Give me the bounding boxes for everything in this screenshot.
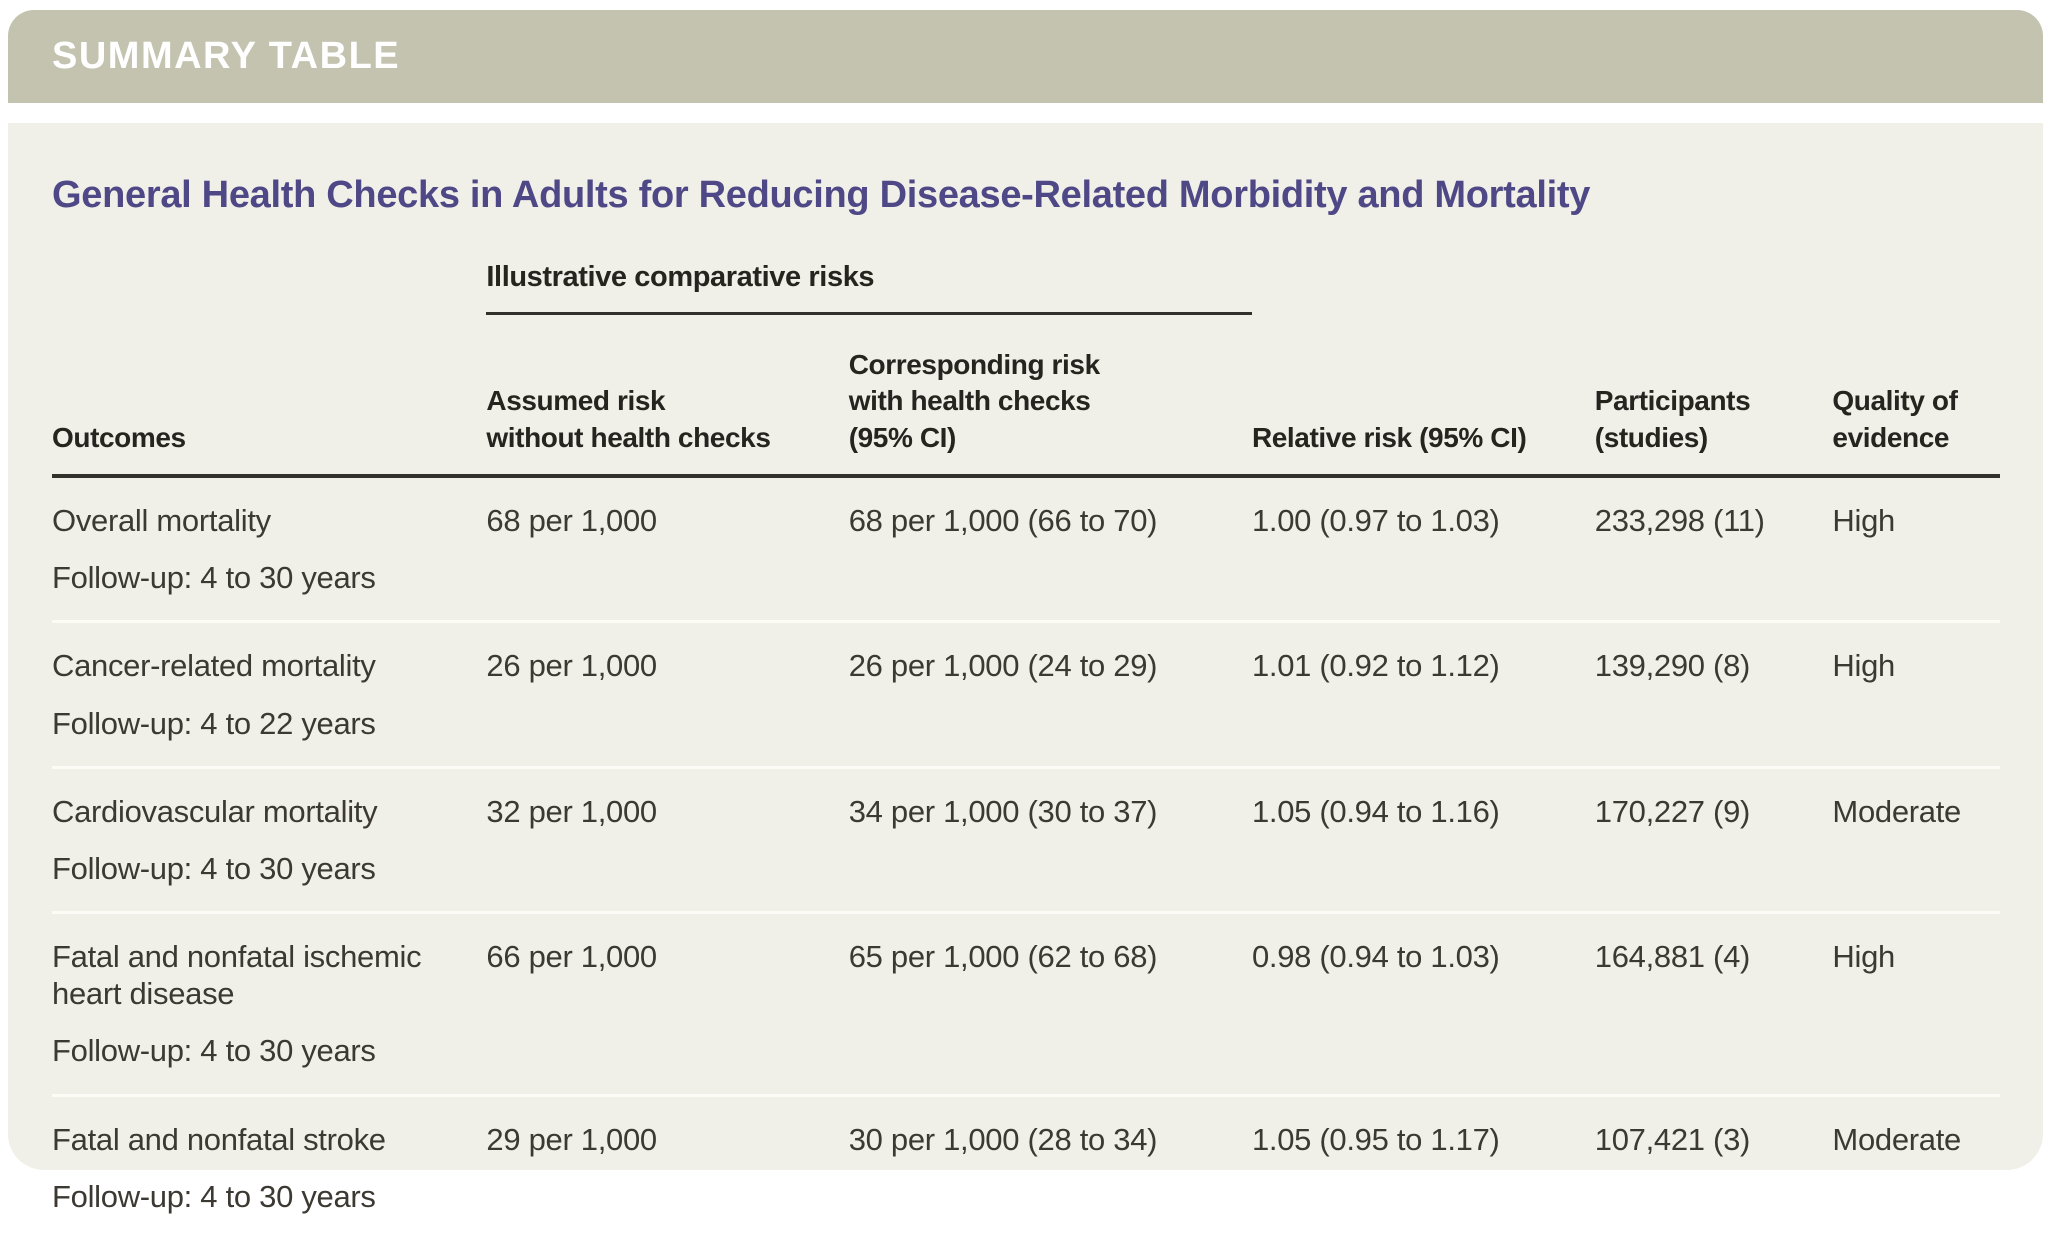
cell-participants: 107,421 (3) <box>1594 1121 1751 1157</box>
group-header-spacer <box>1595 261 1833 314</box>
summary-table: Illustrative comparative risks Outcomes … <box>52 260 2000 1239</box>
cell-outcome: Cancer-related mortality Follow-up: 4 to… <box>52 621 487 769</box>
cell-quality: High <box>1832 475 2000 624</box>
cell-assumed-risk: 26 per 1,000 <box>486 621 849 769</box>
cell-relative-risk: 0.98 (0.94 to 1.03) <box>1251 912 1595 1097</box>
cell-participants: 164,881 (4) <box>1594 912 1833 1097</box>
cell-relative-risk: 1.05 (0.95 to 1.17) <box>1251 1121 1500 1157</box>
outcome-label: Overall mortality <box>52 502 271 538</box>
content-panel: General Health Checks in Adults for Redu… <box>8 123 2043 1214</box>
banner-label: SUMMARY TABLE <box>52 35 401 77</box>
cell-quality: High <box>1832 912 2000 1097</box>
group-header-spacer <box>52 261 486 314</box>
table-row: Cancer-related mortality Follow-up: 4 to… <box>52 621 2000 769</box>
cell-assumed-risk: 29 per 1,000 <box>486 1121 657 1157</box>
cell-corresponding-risk: 30 per 1,000 (28 to 34) <box>848 1121 1158 1157</box>
outcome-label: Cardiovascular mortality <box>52 793 378 829</box>
cell-corresponding-risk: 68 per 1,000 (66 to 70) <box>848 475 1252 624</box>
page-title: General Health Checks in Adults for Redu… <box>52 174 1591 216</box>
cell-participants: 170,227 (9) <box>1594 767 1833 915</box>
cell-quality: Moderate <box>1832 767 2000 915</box>
table-row: Fatal and nonfatal ischemic heart diseas… <box>52 912 2000 1097</box>
col-header-participants: Participants (studies) <box>1594 313 1833 478</box>
group-header-row: Illustrative comparative risks <box>52 260 2000 315</box>
col-header-assumed-risk: Assumed risk without health checks <box>486 313 849 478</box>
table-row: Cardiovascular mortality Follow-up: 4 to… <box>52 767 2000 915</box>
column-header-row: Outcomes Assumed risk without health che… <box>52 313 2000 478</box>
cell-quality: Moderate <box>1832 1121 1961 1157</box>
cell-assumed-risk: 68 per 1,000 <box>486 475 849 624</box>
cell-relative-risk: 1.01 (0.92 to 1.12) <box>1251 621 1595 769</box>
table-row: Fatal and nonfatal stroke Follow-up: 4 t… <box>52 1095 2000 1239</box>
cell-assumed-risk: 32 per 1,000 <box>486 767 849 915</box>
cell-participants: 139,290 (8) <box>1594 621 1833 769</box>
group-header-illustrative-risks: Illustrative comparative risks <box>486 260 1252 315</box>
outcome-label: Fatal and nonfatal stroke <box>52 1121 386 1157</box>
cell-outcome: Fatal and nonfatal stroke Follow-up: 4 t… <box>52 1095 486 1239</box>
cell-corresponding-risk: 65 per 1,000 (62 to 68) <box>848 912 1252 1097</box>
followup-label: Follow-up: 4 to 30 years <box>52 560 376 596</box>
followup-label: Follow-up: 4 to 30 years <box>52 850 376 886</box>
col-header-quality: Quality of evidence <box>1832 313 2000 478</box>
cell-outcome: Overall mortality Follow-up: 4 to 30 yea… <box>52 475 487 624</box>
followup-label: Follow-up: 4 to 30 years <box>52 1178 376 1214</box>
outcome-label: Fatal and nonfatal ischemic heart diseas… <box>52 939 422 1012</box>
cell-outcome: Cardiovascular mortality Follow-up: 4 to… <box>52 767 487 915</box>
cell-corresponding-risk: 26 per 1,000 (24 to 29) <box>848 621 1252 769</box>
col-header-corresponding-risk: Corresponding risk with health checks (9… <box>848 313 1252 478</box>
group-header-spacer <box>1832 261 2000 314</box>
table-row: Overall mortality Follow-up: 4 to 30 yea… <box>52 475 2000 624</box>
cell-relative-risk: 1.00 (0.97 to 1.03) <box>1251 475 1595 624</box>
col-header-relative-risk: Relative risk (95% CI) <box>1251 313 1595 478</box>
cell-relative-risk: 1.05 (0.94 to 1.16) <box>1251 767 1595 915</box>
cell-participants: 233,298 (11) <box>1594 475 1833 624</box>
cell-corresponding-risk: 34 per 1,000 (30 to 37) <box>848 767 1252 915</box>
group-header-spacer <box>1252 261 1595 314</box>
col-header-outcomes: Outcomes <box>52 313 487 478</box>
outcome-label: Cancer-related mortality <box>52 648 376 684</box>
cell-quality: High <box>1832 621 2000 769</box>
followup-label: Follow-up: 4 to 30 years <box>52 1033 376 1069</box>
cell-assumed-risk: 66 per 1,000 <box>486 912 849 1097</box>
followup-label: Follow-up: 4 to 22 years <box>52 705 376 741</box>
cell-outcome: Fatal and nonfatal ischemic heart diseas… <box>52 912 487 1097</box>
summary-table-banner: SUMMARY TABLE <box>8 10 2043 103</box>
